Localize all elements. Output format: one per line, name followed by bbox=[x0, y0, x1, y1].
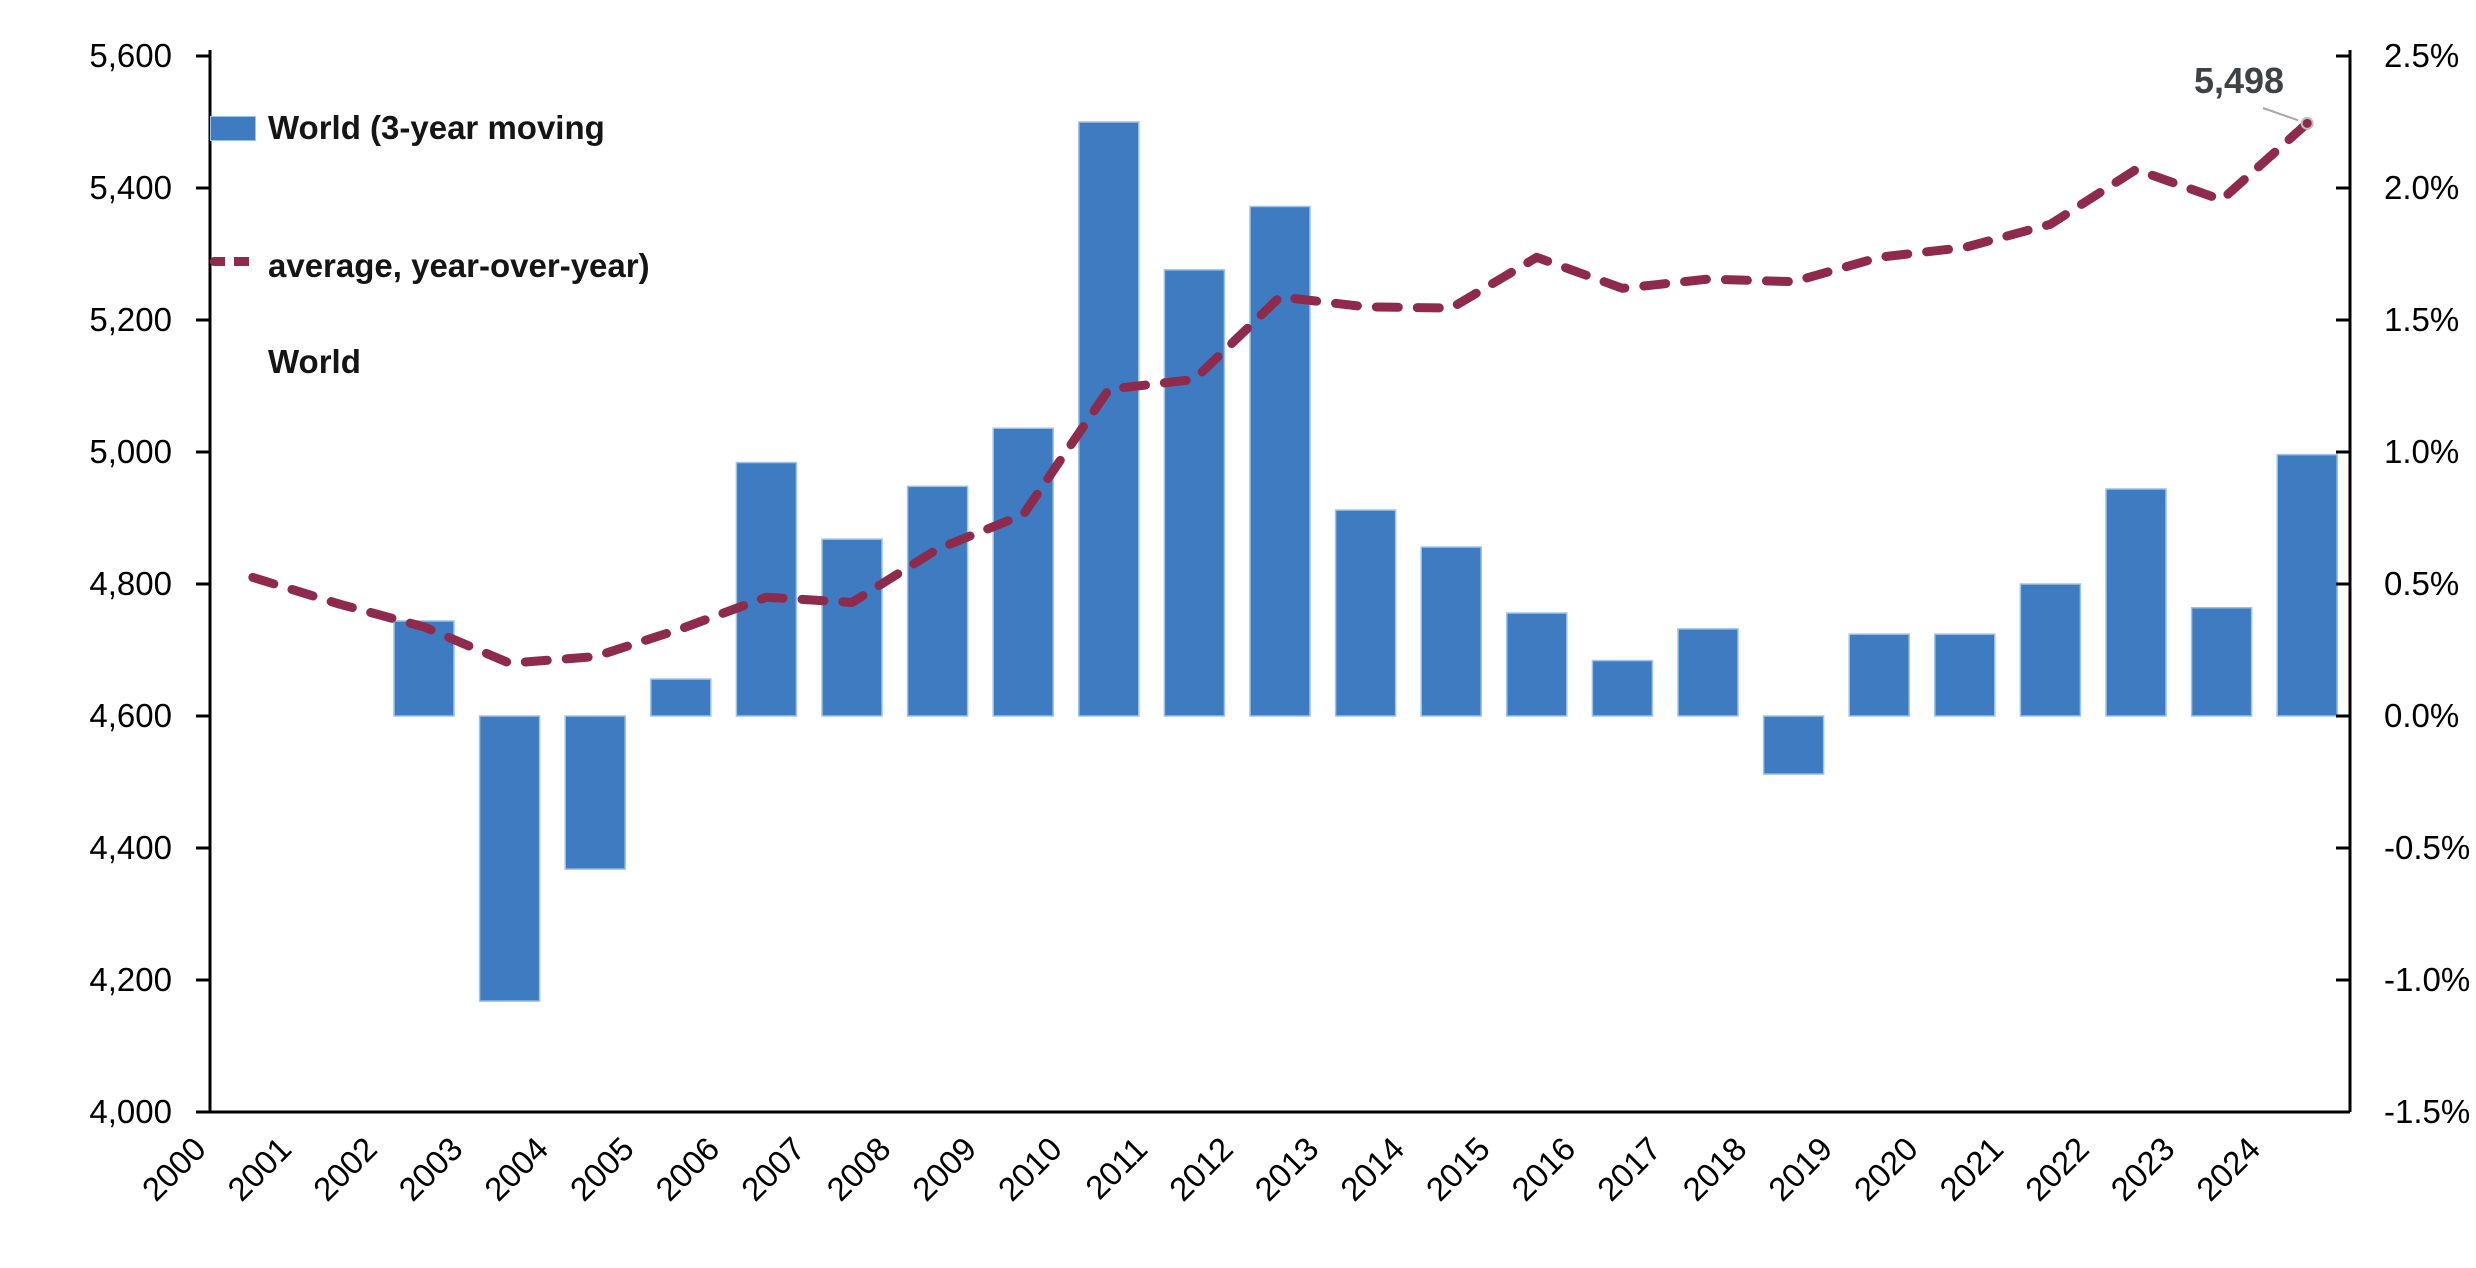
bar-2019 bbox=[1848, 633, 1910, 717]
x-axis-label-2014: 2014 bbox=[1333, 1130, 1411, 1208]
bar-2023 bbox=[2190, 607, 2253, 717]
x-axis-label-2011: 2011 bbox=[1078, 1130, 1154, 1206]
right-axis-label: -1.5% bbox=[2384, 1093, 2470, 1130]
x-axis-label-2015: 2015 bbox=[1419, 1130, 1497, 1208]
right-axis-label: 0.5% bbox=[2384, 565, 2459, 602]
bar-2020 bbox=[1934, 633, 1996, 717]
x-axis-label-2012: 2012 bbox=[1162, 1130, 1240, 1208]
bar-2024 bbox=[2276, 453, 2338, 717]
bar-2022 bbox=[2105, 488, 2167, 717]
bar-2006 bbox=[735, 461, 798, 717]
bar-2004 bbox=[564, 715, 626, 870]
combo-chart: 4,000 4,200 4,400 4,600 4,800 5,000 5,200 5,400… bbox=[40, 16, 2476, 1252]
left-axis-label: 4,800 bbox=[89, 565, 172, 602]
right-axis-label: 2.5% bbox=[2384, 37, 2459, 74]
x-axis-label-2024: 2024 bbox=[2189, 1130, 2267, 1208]
left-axis-label: 5,400 bbox=[89, 169, 172, 206]
right-axis-label: 1.0% bbox=[2384, 433, 2459, 470]
x-axis-label-2018: 2018 bbox=[1675, 1130, 1753, 1208]
x-axis-label-2008: 2008 bbox=[819, 1130, 897, 1208]
right-axis-label: 1.5% bbox=[2384, 301, 2459, 338]
right-axis-label: 2.0% bbox=[2384, 169, 2459, 206]
bar-2010 bbox=[1078, 121, 1140, 717]
x-axis-label-2010: 2010 bbox=[991, 1130, 1069, 1208]
bar-2014 bbox=[1420, 546, 1482, 717]
bar-2005 bbox=[650, 678, 712, 717]
right-axis-label: -1.0% bbox=[2384, 961, 2470, 998]
x-axis-label-2020: 2020 bbox=[1847, 1130, 1925, 1208]
left-axis-label: 4,000 bbox=[89, 1093, 172, 1130]
x-axis-label-2017: 2017 bbox=[1590, 1130, 1668, 1208]
bar-2003 bbox=[478, 715, 541, 1002]
bar-2002 bbox=[393, 620, 455, 717]
x-axis-label-2009: 2009 bbox=[905, 1130, 983, 1208]
bar-2016 bbox=[1591, 659, 1654, 717]
x-axis-label-2019: 2019 bbox=[1761, 1130, 1839, 1208]
bar-2007 bbox=[821, 538, 883, 717]
world-line bbox=[248, 118, 2312, 668]
bar-2011 bbox=[1163, 269, 1226, 717]
line-end-marker bbox=[2300, 116, 2314, 130]
right-axis-label: -0.5% bbox=[2384, 829, 2470, 866]
x-axis-label-2003: 2003 bbox=[391, 1130, 469, 1208]
left-axis-label: 5,200 bbox=[89, 301, 172, 338]
x-axis-label-2006: 2006 bbox=[648, 1130, 726, 1208]
left-axis-label: 5,000 bbox=[89, 433, 172, 470]
left-axis-label: 4,400 bbox=[89, 829, 172, 866]
x-axis-label-2013: 2013 bbox=[1247, 1130, 1325, 1208]
right-axis-label: 0.0% bbox=[2384, 697, 2459, 734]
x-axis-label-2021: 2021 bbox=[1932, 1130, 2010, 1208]
x-axis-label-2007: 2007 bbox=[734, 1130, 812, 1208]
bar-2009 bbox=[992, 427, 1054, 717]
chart-canvas: 4,000 4,200 4,400 4,600 4,800 5,000 5,200 5,400… bbox=[89, 37, 2470, 1208]
x-axis-label-2000: 2000 bbox=[135, 1130, 213, 1208]
x-axis-label-2001: 2001 bbox=[220, 1130, 298, 1208]
left-axis-label: 5,600 bbox=[89, 37, 172, 74]
bar-2008 bbox=[906, 485, 969, 717]
x-axis-label-2004: 2004 bbox=[477, 1130, 555, 1208]
bar-2013 bbox=[1334, 509, 1397, 717]
left-axis-label: 4,200 bbox=[89, 961, 172, 998]
x-axis-label-2023: 2023 bbox=[2103, 1130, 2181, 1208]
x-axis-label-2022: 2022 bbox=[2018, 1130, 2096, 1208]
x-axis-label-2005: 2005 bbox=[563, 1130, 641, 1208]
x-axis-label-2016: 2016 bbox=[1504, 1130, 1582, 1208]
bar-2021 bbox=[2019, 583, 2082, 717]
bar-2017 bbox=[1677, 628, 1739, 717]
bar-2015 bbox=[1506, 612, 1568, 717]
left-axis-label: 4,600 bbox=[89, 697, 172, 734]
annotation-leader-line bbox=[2262, 107, 2299, 122]
bar-2012 bbox=[1249, 205, 1311, 717]
x-axis-label-2002: 2002 bbox=[306, 1130, 384, 1208]
bar-2018 bbox=[1762, 715, 1825, 775]
